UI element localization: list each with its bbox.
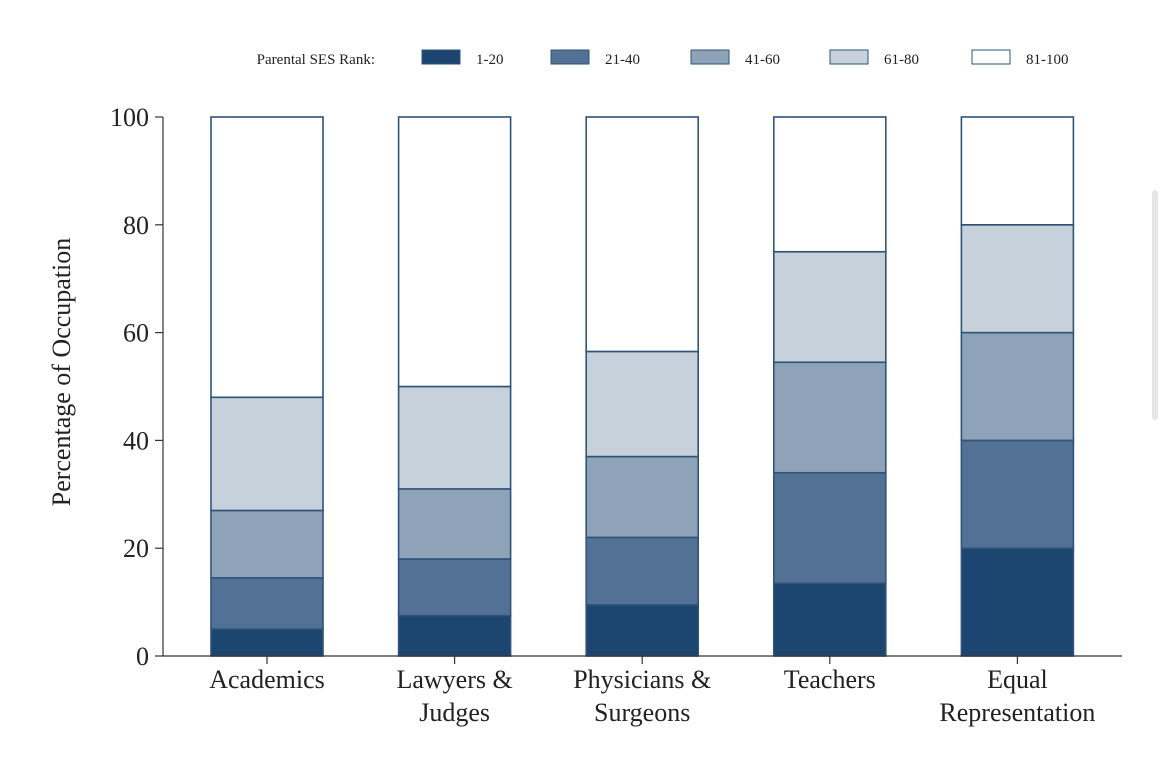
- y-tick-label: 100: [110, 103, 149, 132]
- y-tick-label: 20: [123, 534, 149, 563]
- bar-segment: [960, 116, 1075, 226]
- x-tick-label: Surgeons: [594, 698, 690, 727]
- bar-segment: [397, 385, 512, 490]
- bar-segment: [960, 547, 1075, 657]
- legend-swatch: [550, 49, 590, 65]
- bar-segment: [960, 224, 1075, 334]
- y-axis-label: Percentage of Occupation: [47, 238, 76, 507]
- bar-segment: [772, 361, 887, 474]
- bar-segment: [397, 488, 512, 560]
- bar-segment: [210, 509, 324, 579]
- bar-segment: [772, 582, 887, 657]
- legend-swatch: [829, 49, 869, 65]
- bar-segment: [772, 471, 887, 585]
- bar-segment: [585, 116, 700, 353]
- x-tick-label: Physicians &: [573, 665, 711, 694]
- x-tick-label: Judges: [419, 698, 490, 727]
- bar-segment: [585, 603, 700, 657]
- bar-segment: [210, 116, 324, 399]
- legend-label: 41-60: [745, 52, 780, 68]
- bar-segment: [397, 116, 512, 388]
- bar-segment: [585, 455, 700, 539]
- bar-segment: [585, 536, 700, 606]
- bar-segment: [397, 614, 512, 657]
- legend-swatch: [421, 49, 461, 65]
- y-axis: 0 20 40 60 80 100: [110, 103, 164, 671]
- legend-label: 61-80: [884, 52, 919, 68]
- y-tick-label: 80: [123, 211, 149, 240]
- y-tick-label: 40: [123, 426, 149, 455]
- legend-label: 21-40: [605, 52, 640, 68]
- x-tick-label: Representation: [939, 698, 1095, 727]
- y-tick-label: 0: [136, 642, 149, 671]
- legend-title: Parental SES Rank:: [257, 52, 375, 68]
- bar-segment: [210, 628, 324, 657]
- legend-swatch: [971, 49, 1011, 65]
- scrollbar[interactable]: [1152, 190, 1158, 420]
- x-tick-label: Equal: [987, 665, 1048, 694]
- bar-segment: [960, 439, 1075, 549]
- x-tick-label: Teachers: [784, 665, 876, 694]
- x-tick-label: Academics: [209, 665, 325, 694]
- bar-segment: [772, 116, 887, 253]
- bar-segment: [585, 350, 700, 458]
- bar-segment: [210, 396, 324, 512]
- y-tick-label: 60: [123, 319, 149, 348]
- bar-segment: [397, 558, 512, 617]
- x-tick-label: Lawyers &: [396, 665, 512, 694]
- bar-segment: [772, 250, 887, 364]
- legend: Parental SES Rank: 1-20 21-40 41-60 61-80 81…: [257, 49, 1069, 68]
- legend-label: 1-20: [476, 52, 504, 68]
- plot-area: [210, 116, 1075, 657]
- legend-label: 81-100: [1026, 52, 1069, 68]
- legend-swatch: [690, 49, 730, 65]
- bar-segment: [210, 577, 324, 630]
- bar-segment: [960, 331, 1075, 442]
- x-axis: Academics Lawyers & Judges Physicians & Surg…: [163, 655, 1122, 727]
